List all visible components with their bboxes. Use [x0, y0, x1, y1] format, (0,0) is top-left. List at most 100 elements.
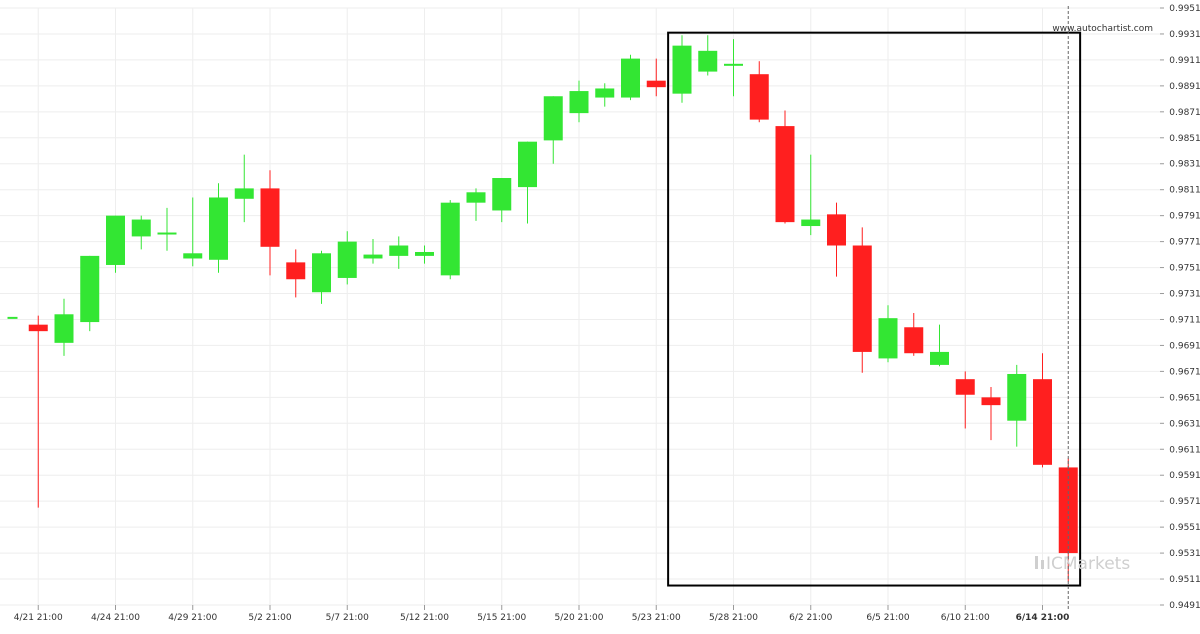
candle-body-up: [183, 253, 203, 259]
logo-text: ICMarkets: [1046, 554, 1130, 574]
candle: [415, 245, 434, 264]
x-tick-label: 6/14 21:00: [1016, 613, 1070, 623]
candle-body-down: [852, 245, 872, 352]
candle-body-down: [646, 80, 666, 88]
candle-body-down: [749, 74, 769, 120]
y-tick-label: 0.9751: [1169, 264, 1200, 274]
candle: [312, 250, 331, 304]
x-tick-label: 6/5 21:00: [866, 613, 910, 623]
x-tick-label: 4/24 21:00: [91, 613, 140, 623]
candle-body-up: [621, 58, 640, 98]
candle: [698, 35, 718, 76]
candle: [749, 61, 769, 123]
candle: [904, 312, 924, 356]
candle-body-up: [595, 88, 615, 98]
y-tick-label: 0.9531: [1169, 549, 1200, 559]
y-tick-label: 0.9651: [1169, 393, 1200, 403]
candle-body-up: [54, 314, 74, 343]
candle: [7, 316, 18, 319]
candle-body-up: [569, 91, 589, 114]
candle: [106, 215, 125, 273]
candle: [955, 371, 975, 429]
candle-body-up: [106, 215, 125, 265]
candle-body-down: [904, 327, 924, 354]
candle: [337, 231, 357, 285]
candle-body-up: [801, 219, 821, 227]
candle: [621, 54, 640, 101]
y-tick-label: 0.9851: [1169, 134, 1200, 144]
y-tick-label: 0.9671: [1169, 367, 1200, 377]
candle: [595, 83, 615, 107]
y-tick-label: 0.9571: [1169, 497, 1200, 507]
candle-body-up: [337, 241, 357, 278]
x-axis: 4/21 21:00 4/24 21:00 4/29 21:00 5/2 21:00 5…: [14, 605, 1070, 623]
candle-body-down: [286, 262, 306, 280]
pattern-box: [667, 31, 1082, 587]
broker-logo: ICMarkets: [1035, 554, 1130, 574]
logo-bar-2: [1041, 560, 1044, 569]
candle-body-up: [672, 45, 692, 94]
x-tick-label: 4/29 21:00: [168, 613, 217, 623]
y-tick-label: 0.9811: [1169, 186, 1200, 196]
y-tick-label: 0.9491: [1169, 601, 1200, 611]
candle: [286, 249, 306, 298]
candle: [1007, 364, 1027, 447]
candle-body-down: [775, 126, 795, 223]
y-tick-label: 0.9711: [1169, 315, 1200, 325]
y-tick-label: 0.9691: [1169, 341, 1200, 351]
y-tick-label: 0.9911: [1169, 56, 1200, 66]
candle-body-down: [1058, 467, 1078, 554]
candle-body-up: [131, 219, 151, 237]
candle: [440, 200, 460, 280]
candle: [466, 188, 486, 221]
candle: [234, 154, 254, 223]
candle-body-up: [389, 245, 409, 256]
pattern-box-rect: [667, 31, 1082, 587]
candle: [28, 315, 48, 508]
candle: [930, 324, 949, 367]
y-tick-label: 0.9611: [1169, 445, 1200, 455]
y-tick-label: 0.9891: [1169, 82, 1200, 92]
candle-body-up: [698, 50, 718, 72]
candle-body-up: [492, 178, 512, 211]
y-tick-label: 0.9731: [1169, 290, 1200, 300]
x-tick-label: 5/20 21:00: [554, 613, 603, 623]
candle: [852, 227, 872, 373]
candle-body-up: [415, 251, 434, 256]
candle: [543, 96, 563, 164]
candle: [878, 305, 898, 363]
y-tick-label: 0.9591: [1169, 471, 1200, 481]
y-axis: 0.9951 0.9931 0.9911 0.9891 0.9871 0.9851 0.98…: [1160, 4, 1200, 611]
candle-body-up: [724, 63, 743, 66]
candle-body-up: [7, 316, 18, 319]
candle-body-up: [518, 141, 537, 188]
x-tick-label: 5/12 21:00: [400, 613, 449, 623]
candle: [54, 298, 74, 356]
candle-body-down: [1033, 379, 1052, 465]
candle-body-up: [466, 192, 486, 203]
candle-body-up: [234, 188, 254, 199]
y-tick-label: 0.9931: [1169, 30, 1200, 40]
y-tick-label: 0.9631: [1169, 419, 1200, 429]
candle-body-up: [80, 255, 100, 323]
candle-body-up: [209, 197, 228, 260]
candle: [801, 154, 821, 236]
candle: [672, 35, 692, 103]
candle-body-down: [981, 397, 1001, 406]
y-tick-label: 0.9791: [1169, 212, 1200, 222]
x-tick-label: 5/7 21:00: [326, 613, 370, 623]
logo-bar-1: [1035, 556, 1038, 569]
x-tick-label: 6/2 21:00: [789, 613, 833, 623]
y-tick-label: 0.9951: [1169, 4, 1200, 14]
x-tick-label: 5/23 21:00: [632, 613, 681, 623]
candle-body-up: [543, 96, 563, 141]
candle: [775, 110, 795, 224]
x-tick-label: 4/21 21:00: [14, 613, 63, 623]
candle: [260, 170, 280, 276]
candle: [389, 236, 409, 269]
candle: [209, 183, 228, 273]
candle: [157, 207, 177, 251]
candle-body-up: [1007, 373, 1027, 421]
